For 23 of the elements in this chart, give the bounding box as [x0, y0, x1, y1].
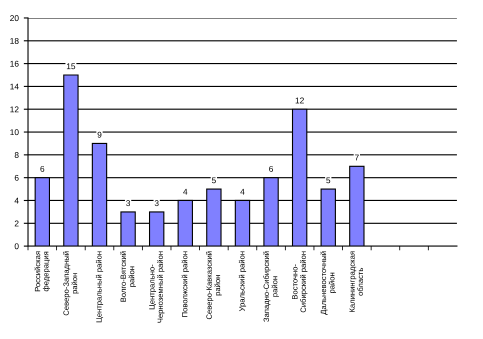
- data-label: 7: [354, 154, 359, 160]
- y-tick-label: 16: [10, 60, 19, 67]
- y-tick-label: 18: [10, 38, 19, 44]
- y-tick-label: 10: [10, 129, 19, 136]
- data-label: 5: [326, 177, 330, 184]
- data-label: 12: [296, 98, 304, 104]
- y-tick-label: 14: [10, 84, 19, 90]
- data-label: 6: [40, 166, 44, 172]
- data-label: 4: [183, 188, 188, 195]
- y-tick-label: 0: [14, 243, 19, 250]
- y-tick-label: 20: [10, 15, 19, 22]
- y-tick-label: 2: [14, 220, 19, 226]
- data-label: 5: [212, 177, 216, 184]
- data-label: 3: [126, 200, 130, 206]
- data-label: 3: [154, 200, 159, 206]
- y-tick-label: 8: [14, 152, 19, 158]
- data-label: 6: [269, 166, 274, 172]
- y-tick-label: 6: [14, 174, 19, 181]
- data-label: 15: [66, 63, 76, 70]
- y-tick-label: 4: [14, 198, 19, 204]
- y-tick-label: 12: [10, 106, 19, 112]
- data-label: 4: [240, 188, 245, 195]
- data-label: 9: [98, 132, 102, 138]
